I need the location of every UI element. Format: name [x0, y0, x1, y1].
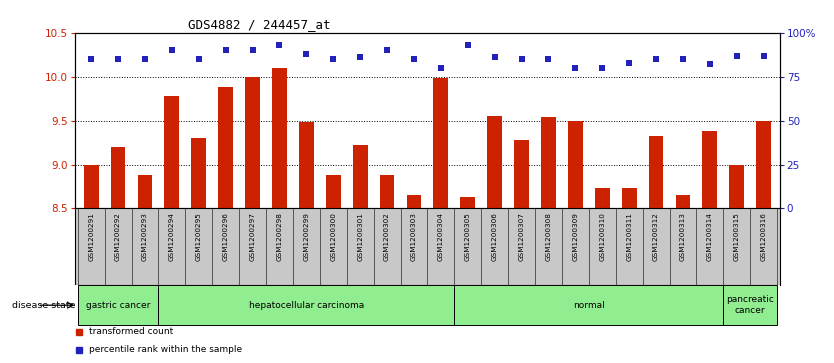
- Bar: [730, 164, 744, 208]
- Text: GSM1200304: GSM1200304: [438, 212, 444, 261]
- Text: GSM1200308: GSM1200308: [545, 212, 551, 261]
- Text: GSM1200300: GSM1200300: [330, 212, 336, 261]
- Text: GSM1200309: GSM1200309: [572, 212, 578, 261]
- Text: GSM1200310: GSM1200310: [600, 212, 605, 261]
- Text: hepatocellular carcinoma: hepatocellular carcinoma: [249, 301, 364, 310]
- Bar: [78, 285, 158, 325]
- Text: pancreatic
cancer: pancreatic cancer: [726, 295, 774, 315]
- Bar: [272, 68, 287, 208]
- Bar: [515, 140, 529, 208]
- Bar: [568, 121, 583, 208]
- Bar: [353, 145, 368, 208]
- Bar: [138, 175, 153, 208]
- Text: GSM1200313: GSM1200313: [680, 212, 686, 261]
- Text: GSM1200291: GSM1200291: [88, 212, 94, 261]
- Text: percentile rank within the sample: percentile rank within the sample: [89, 345, 243, 354]
- Bar: [487, 116, 502, 208]
- Bar: [158, 285, 455, 325]
- Bar: [191, 138, 206, 208]
- Bar: [164, 96, 179, 208]
- Text: GSM1200297: GSM1200297: [249, 212, 255, 261]
- Bar: [434, 78, 448, 208]
- Bar: [299, 122, 314, 208]
- Bar: [676, 195, 691, 208]
- Text: GSM1200292: GSM1200292: [115, 212, 121, 261]
- Bar: [460, 197, 475, 208]
- Bar: [622, 188, 636, 208]
- Text: transformed count: transformed count: [89, 327, 173, 336]
- Text: GSM1200307: GSM1200307: [519, 212, 525, 261]
- Bar: [83, 164, 98, 208]
- Bar: [595, 188, 610, 208]
- Text: GSM1200293: GSM1200293: [142, 212, 148, 261]
- Bar: [407, 195, 421, 208]
- Bar: [723, 285, 777, 325]
- Text: GSM1200298: GSM1200298: [277, 212, 283, 261]
- Text: GSM1200296: GSM1200296: [223, 212, 229, 261]
- Text: GSM1200314: GSM1200314: [707, 212, 713, 261]
- Bar: [702, 131, 717, 208]
- Bar: [455, 285, 723, 325]
- Text: disease state: disease state: [12, 301, 75, 310]
- Bar: [111, 147, 125, 208]
- Text: GSM1200299: GSM1200299: [304, 212, 309, 261]
- Text: gastric cancer: gastric cancer: [86, 301, 150, 310]
- Text: GSM1200311: GSM1200311: [626, 212, 632, 261]
- Text: normal: normal: [573, 301, 605, 310]
- Bar: [219, 87, 233, 208]
- Text: GSM1200301: GSM1200301: [357, 212, 363, 261]
- Text: GSM1200305: GSM1200305: [465, 212, 470, 261]
- Bar: [379, 175, 394, 208]
- Text: GSM1200312: GSM1200312: [653, 212, 659, 261]
- Text: GSM1200315: GSM1200315: [734, 212, 740, 261]
- Text: GSM1200306: GSM1200306: [492, 212, 498, 261]
- Text: GDS4882 / 244457_at: GDS4882 / 244457_at: [188, 19, 330, 32]
- Bar: [541, 117, 556, 208]
- Text: GSM1200295: GSM1200295: [196, 212, 202, 261]
- Bar: [245, 77, 260, 208]
- Bar: [649, 136, 664, 208]
- Text: GSM1200294: GSM1200294: [169, 212, 175, 261]
- Text: GSM1200316: GSM1200316: [761, 212, 766, 261]
- Bar: [326, 175, 340, 208]
- Bar: [756, 121, 771, 208]
- Text: GSM1200303: GSM1200303: [411, 212, 417, 261]
- Text: GSM1200302: GSM1200302: [384, 212, 390, 261]
